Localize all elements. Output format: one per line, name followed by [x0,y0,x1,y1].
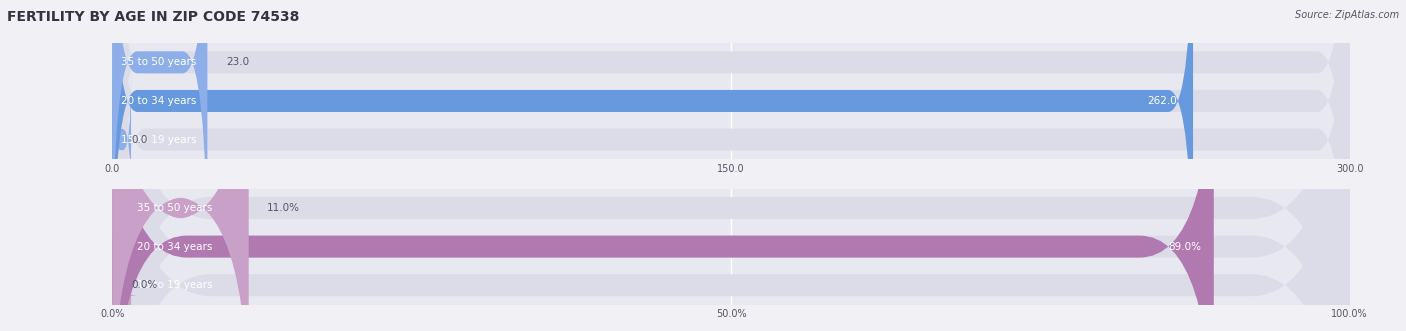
Text: 89.0%: 89.0% [1168,242,1201,252]
Text: 35 to 50 years: 35 to 50 years [138,203,212,213]
FancyBboxPatch shape [112,0,1350,331]
Text: 20 to 34 years: 20 to 34 years [138,242,212,252]
Text: Source: ZipAtlas.com: Source: ZipAtlas.com [1295,10,1399,20]
Text: 0.0: 0.0 [131,135,148,145]
Text: 11.0%: 11.0% [267,203,299,213]
FancyBboxPatch shape [112,0,1350,331]
Text: 15 to 19 years: 15 to 19 years [138,280,212,290]
FancyBboxPatch shape [112,26,1213,331]
Text: 23.0: 23.0 [226,57,249,67]
FancyBboxPatch shape [112,0,1350,331]
Text: 15 to 19 years: 15 to 19 years [121,135,197,145]
Text: 0.0%: 0.0% [131,280,157,290]
FancyBboxPatch shape [112,0,1350,331]
FancyBboxPatch shape [112,0,207,283]
FancyBboxPatch shape [112,0,1350,331]
Text: 262.0: 262.0 [1147,96,1177,106]
FancyBboxPatch shape [112,0,1194,322]
Text: 20 to 34 years: 20 to 34 years [121,96,195,106]
Text: 35 to 50 years: 35 to 50 years [121,57,195,67]
Text: FERTILITY BY AGE IN ZIP CODE 74538: FERTILITY BY AGE IN ZIP CODE 74538 [7,10,299,24]
FancyBboxPatch shape [112,73,131,206]
FancyBboxPatch shape [112,0,1350,331]
FancyBboxPatch shape [107,218,138,331]
FancyBboxPatch shape [112,0,249,331]
